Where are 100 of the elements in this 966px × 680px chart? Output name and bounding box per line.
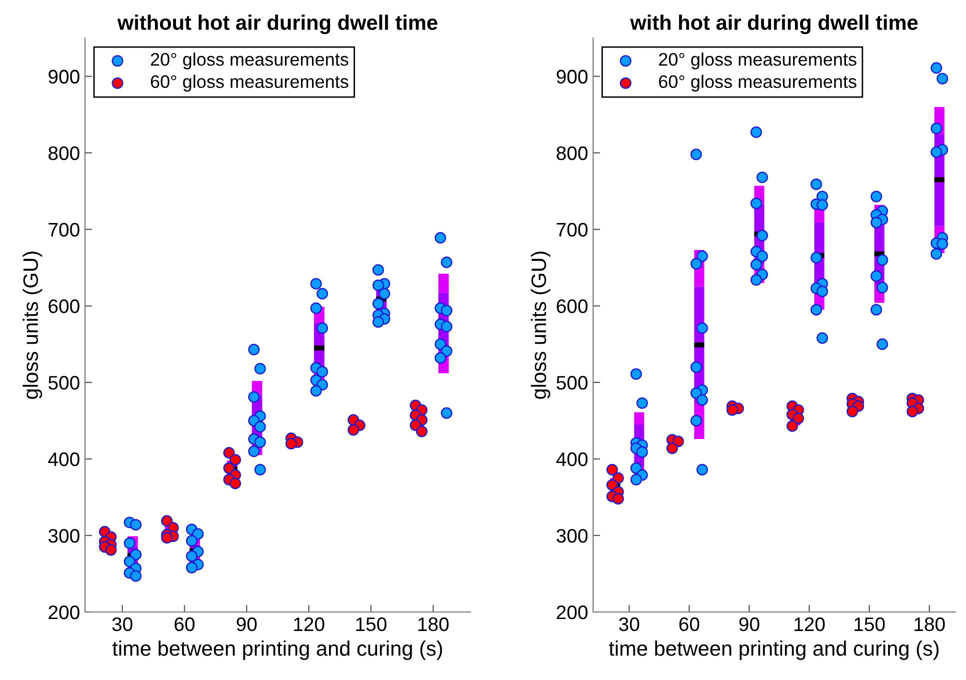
x-tick-label: 30 (112, 617, 132, 632)
point (161, 532, 173, 544)
point (434, 338, 446, 350)
point (372, 264, 384, 276)
point (612, 492, 624, 505)
point (816, 199, 828, 211)
point (756, 172, 768, 184)
x-tick-label: 90 (739, 617, 760, 632)
point (936, 72, 948, 84)
point (666, 442, 678, 454)
x-tick-label: 150 (356, 617, 386, 632)
legend-label: 20° gloss measurements (659, 52, 856, 70)
point (186, 562, 198, 574)
point (372, 279, 384, 292)
point (223, 462, 235, 474)
point (930, 248, 942, 260)
x-tick-label: 180 (914, 617, 945, 632)
point (254, 421, 266, 433)
point (630, 368, 642, 380)
point (846, 406, 858, 418)
y-tick-label: 700 (556, 222, 588, 237)
y-tick-label: 900 (48, 70, 80, 84)
y-tick-label: 700 (48, 222, 80, 237)
point (105, 544, 117, 556)
point (930, 62, 942, 74)
point (434, 352, 446, 364)
y-tick-label: 600 (48, 299, 80, 314)
point (130, 570, 142, 582)
y-axis-title: gloss units (GU) (530, 252, 550, 399)
point (876, 254, 888, 266)
y-tick-label: 900 (556, 70, 588, 84)
point (810, 252, 822, 264)
point (930, 146, 942, 158)
point (636, 446, 648, 458)
point (378, 288, 390, 300)
point (636, 397, 648, 409)
point (936, 238, 948, 250)
point (690, 361, 702, 373)
x-tick-label: 60 (174, 617, 195, 632)
x-tick-label: 150 (854, 617, 885, 632)
point (316, 322, 328, 334)
y-tick-label: 300 (556, 528, 588, 543)
point (756, 250, 768, 262)
point (285, 438, 297, 450)
y-tick-label: 400 (556, 452, 588, 466)
point (254, 436, 266, 448)
point (229, 454, 242, 466)
point (726, 404, 738, 416)
point (876, 282, 888, 294)
y-tick-label: 600 (556, 299, 588, 314)
point (310, 385, 322, 397)
point (870, 190, 882, 202)
point (876, 338, 888, 350)
point (606, 464, 618, 476)
x-tick-label: 30 (619, 617, 640, 632)
chart-title: with hot air during dwell time (630, 14, 918, 34)
point (192, 528, 204, 540)
point (416, 426, 428, 438)
point (696, 322, 708, 334)
point (870, 304, 882, 316)
point (254, 362, 266, 374)
y-tick-label: 300 (48, 528, 80, 543)
y-tick-label: 400 (48, 452, 80, 466)
point (130, 518, 142, 531)
point (248, 344, 260, 356)
x-axis-title: time between printing and curing (s) (608, 640, 939, 660)
x-tick-label: 90 (236, 617, 257, 632)
point (310, 302, 322, 314)
point (254, 464, 266, 476)
y-tick-label: 500 (556, 376, 588, 390)
legend-label: 60° gloss measurements (659, 74, 856, 92)
point (696, 464, 708, 476)
point (870, 270, 882, 282)
y-tick-label: 200 (556, 605, 588, 620)
point (690, 414, 702, 426)
point (440, 304, 452, 316)
point (672, 436, 684, 448)
point (696, 394, 708, 406)
point (316, 366, 328, 378)
point (690, 387, 702, 399)
point (750, 258, 762, 270)
y-tick-label: 800 (48, 146, 80, 160)
point (750, 274, 762, 286)
point (690, 258, 702, 270)
point (348, 424, 360, 436)
legend-label: 20° gloss measurements (150, 52, 348, 70)
x-tick-label: 180 (418, 617, 449, 632)
point (248, 391, 260, 403)
point (124, 556, 136, 568)
x-tick-label: 60 (679, 617, 700, 632)
point (816, 332, 828, 344)
point (440, 320, 452, 332)
x-axis-title: time between printing and curing (s) (112, 640, 442, 660)
point (750, 198, 762, 210)
point (124, 537, 136, 549)
point (690, 148, 702, 160)
y-tick-label: 800 (556, 146, 588, 160)
point (186, 535, 198, 547)
point (248, 446, 260, 458)
y-axis-title: gloss units (GU) (22, 252, 42, 399)
